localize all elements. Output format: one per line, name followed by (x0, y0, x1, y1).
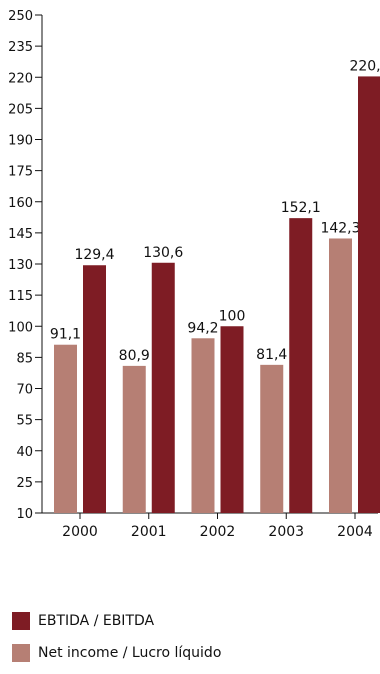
y-tick-label: 175 (8, 165, 33, 180)
legend-label-net-income: Net income / Lucro líquido (38, 645, 222, 661)
data-label: 152,1 (281, 200, 321, 216)
legend-swatch-net-income (12, 644, 30, 662)
data-label: 94,2 (187, 320, 218, 336)
y-tick-label: 85 (16, 351, 33, 366)
legend-label-ebitda: EBTIDA / EBITDA (38, 613, 155, 629)
bar-ebitda-2004 (358, 76, 380, 514)
y-tick-label: 145 (8, 227, 33, 242)
y-tick-label: 40 (16, 445, 33, 460)
data-label: 130,6 (143, 245, 183, 261)
y-tick-label: 235 (8, 40, 33, 55)
data-label: 142,3 (320, 220, 360, 236)
x-tick-label: 2004 (337, 524, 373, 540)
bar-ebitda-2003 (289, 218, 313, 513)
y-tick-label: 160 (8, 196, 33, 211)
y-tick-label: 220 (8, 71, 33, 86)
bar-ebitda-2002 (220, 326, 244, 513)
data-label: 100 (219, 308, 246, 324)
x-tick-label: 2002 (200, 524, 236, 540)
y-tick-label: 100 (8, 320, 33, 335)
legend-item-ebitda: EBTIDA / EBITDA (12, 610, 221, 632)
data-label: 220,4 (349, 58, 380, 74)
legend: EBTIDA / EBITDA Net income / Lucro líqui… (12, 610, 221, 674)
x-tick-label: 2000 (62, 524, 98, 540)
data-label: 81,4 (256, 347, 287, 363)
y-tick-label: 115 (8, 289, 33, 304)
y-tick-label: 250 (8, 9, 33, 24)
legend-swatch-ebitda (12, 612, 30, 630)
data-label: 80,9 (119, 348, 150, 364)
y-tick-label: 25 (16, 476, 33, 491)
y-tick-label: 55 (16, 414, 33, 429)
bar-ebitda-2001 (151, 262, 175, 513)
y-tick-label: 190 (8, 134, 33, 149)
bar-net-income-2004 (329, 238, 352, 514)
data-label: 91,1 (50, 327, 81, 343)
bar-ebitda-2000 (83, 265, 106, 513)
data-label: 129,4 (74, 247, 114, 263)
bar-net-income-2001 (122, 365, 146, 513)
y-tick-label: 205 (8, 102, 33, 117)
bar-net-income-2002 (191, 338, 215, 513)
y-tick-label: 70 (16, 383, 33, 398)
bar-net-income-2000 (54, 344, 77, 513)
y-tick-label: 10 (16, 507, 33, 522)
x-tick-label: 2003 (268, 524, 304, 540)
legend-item-net-income: Net income / Lucro líquido (12, 642, 221, 664)
x-tick-label: 2001 (131, 524, 167, 540)
y-tick-label: 130 (8, 258, 33, 273)
bar-net-income-2003 (260, 364, 284, 513)
bar-chart: 10 25 40 55 70 85 100 115 130 145 160 175 190 205 220 2… (8, 9, 380, 540)
